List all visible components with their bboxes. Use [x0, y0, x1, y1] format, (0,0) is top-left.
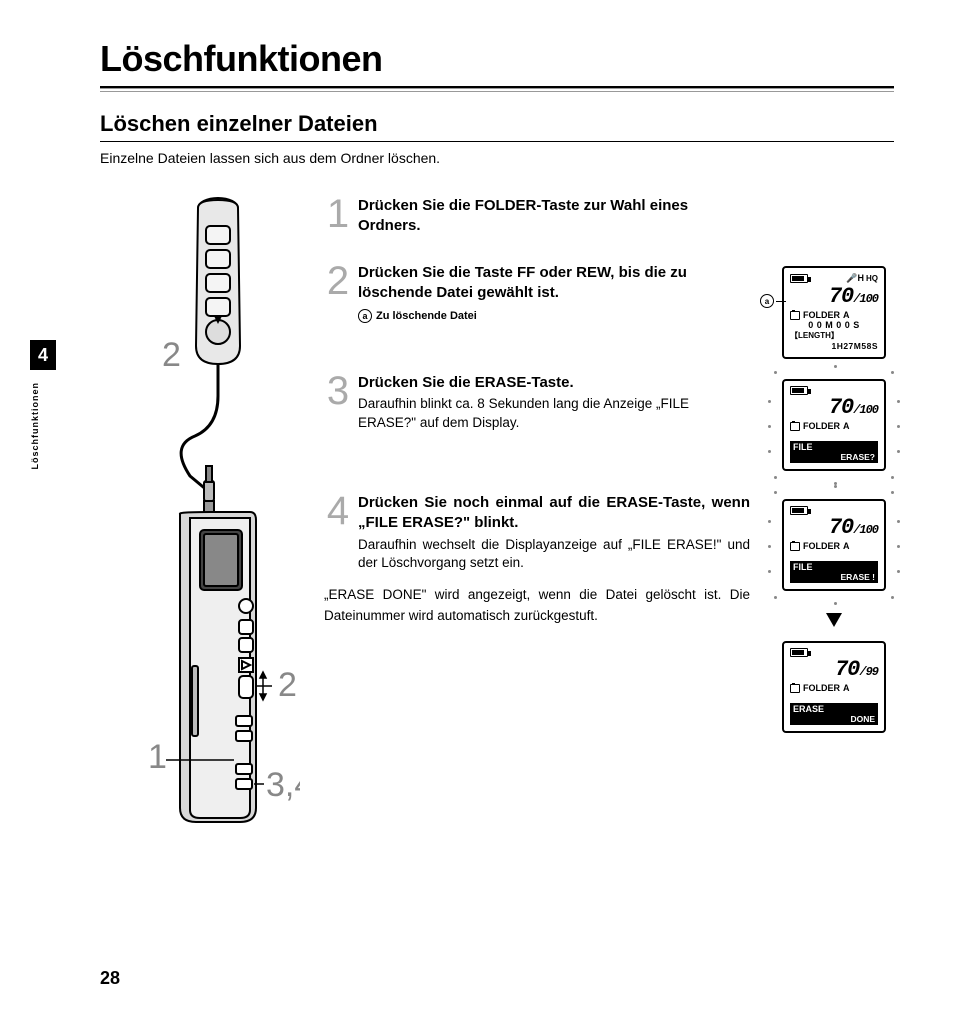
chapter-tab: 4 [30, 340, 56, 370]
callout-remote: 2 [162, 336, 181, 374]
battery-icon [790, 386, 808, 395]
step-4-head: Drücken Sie noch einmal auf die ERASE-Ta… [358, 493, 750, 534]
lcd-screen-4: 70/99 FOLDER A ERASE DONE [782, 641, 886, 733]
lcd1-length: 【LENGTH】 [790, 330, 878, 341]
step-4-number: 4 [324, 493, 352, 529]
step-1-head: Drücken Sie die FOLDER-Taste zur Wahl ei… [358, 196, 750, 237]
folder-icon [790, 542, 800, 551]
chapter-tab-label: Löschfunktionen [30, 382, 40, 470]
lcd2-counter: 70/100 [790, 397, 878, 419]
lcd3-counter: 70/100 [790, 517, 878, 539]
note-marker-a: a [358, 309, 372, 323]
lcd4-counter: 70/99 [790, 659, 878, 681]
lcd-screen-2: 70/100 FOLDER A FILE ERASE? [782, 379, 886, 471]
step-1-number: 1 [324, 196, 352, 232]
step-1: 1 Drücken Sie die FOLDER-Taste zur Wahl … [324, 196, 750, 237]
battery-icon [790, 274, 808, 283]
lcd1-counter: 70/100 [790, 286, 878, 308]
step-3-head: Drücken Sie die ERASE-Taste. [358, 373, 750, 393]
battery-icon [790, 648, 808, 657]
lcd3-message: FILE ERASE ! [790, 561, 878, 583]
page-number: 28 [100, 968, 120, 989]
lcd-screen-3: 70/100 FOLDER A FILE ERASE ! [782, 499, 886, 591]
lcd2-message: FILE ERASE? [790, 441, 878, 463]
mic-icon: 🎤H [846, 273, 864, 284]
step-2: 2 Drücken Sie die Taste FF oder REW, bis… [324, 263, 750, 324]
step-2-number: 2 [324, 263, 352, 299]
step-2-note: a Zu löschende Datei [358, 309, 750, 323]
title-rule [100, 86, 894, 89]
step-4: 4 Drücken Sie noch einmal auf die ERASE-… [324, 493, 750, 573]
callout-right-lower: 3,4 [266, 766, 300, 804]
lcd1-length-val: 1H27M58S [790, 341, 878, 351]
lcd1-time: 0 0 M 0 0 S [790, 320, 878, 330]
step-3-number: 3 [324, 373, 352, 409]
callout-right-upper: 2 [278, 666, 297, 704]
step-2-head: Drücken Sie die Taste FF oder REW, bis d… [358, 263, 750, 304]
folder-icon [790, 422, 800, 431]
device-svg: 2 1 2 3,4 [100, 196, 300, 836]
step-3-desc: Daraufhin blinkt ca. 8 Sekunden lang die… [358, 395, 750, 433]
lcd-screen-2-wrap: 70/100 FOLDER A FILE ERASE? [774, 371, 894, 479]
closing-paragraph: „ERASE DONE" wird angezeigt, wenn die Da… [324, 585, 750, 626]
folder-icon [790, 311, 800, 320]
step-4-desc: Daraufhin wechselt die Displayanzeige au… [358, 536, 750, 574]
battery-icon [790, 506, 808, 515]
subsection-rule [100, 141, 894, 142]
arrow-down-icon [826, 613, 842, 627]
subsection-title: Löschen einzelner Dateien [100, 111, 894, 137]
lcd4-message: ERASE DONE [790, 703, 878, 725]
intro-text: Einzelne Dateien lassen sich aus dem Ord… [100, 150, 894, 166]
page-title: Löschfunktionen [100, 38, 894, 80]
lcd-screen-3-wrap: 70/100 FOLDER A FILE ERASE ! [774, 491, 894, 599]
device-illustration: 2 1 2 3,4 [100, 196, 300, 841]
folder-icon [790, 684, 800, 693]
step-3: 3 Drücken Sie die ERASE-Taste. Daraufhin… [324, 373, 750, 433]
lcd1-a-marker: a [760, 294, 786, 308]
callout-left: 1 [148, 738, 167, 776]
lcd-screen-1: a 🎤H HQ 70/100 FOLDER A [782, 266, 886, 359]
chapter-number: 4 [38, 345, 48, 366]
